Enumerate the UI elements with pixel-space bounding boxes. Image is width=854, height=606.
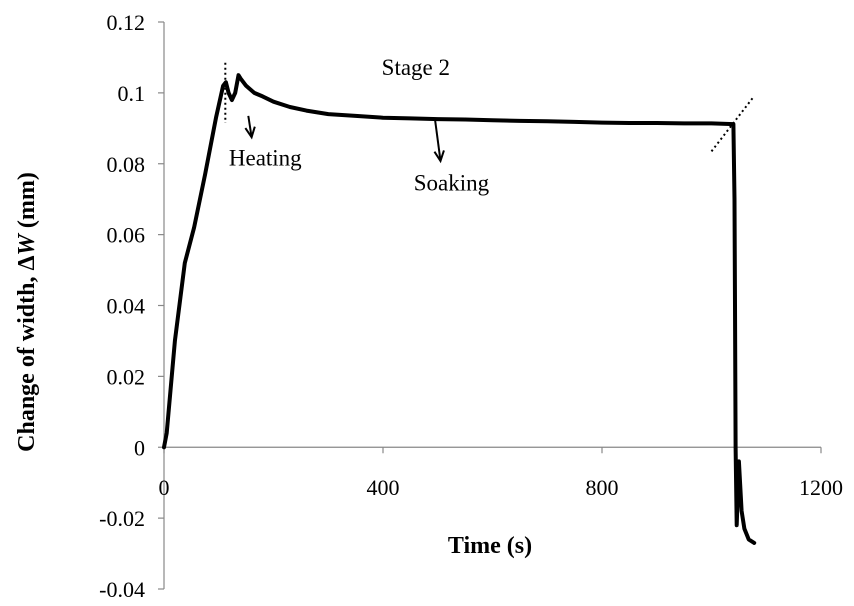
dotted-markers bbox=[224, 62, 754, 152]
y-tick-label: 0 bbox=[134, 435, 145, 460]
annotations: Stage 2 Heating Soaking bbox=[229, 55, 490, 195]
tick-labels: -0.04 -0.02 0 0.02 0.04 0.06 0.08 0.1 0.12 0 400 80… bbox=[99, 10, 843, 602]
y-tick-label: 0.06 bbox=[107, 223, 146, 248]
arrow-shaft bbox=[434, 119, 442, 162]
x-tick-label: 0 bbox=[159, 475, 170, 500]
x-tick-label: 800 bbox=[586, 475, 619, 500]
arrow-head bbox=[244, 126, 256, 140]
y-axis-title-delta: Δ bbox=[14, 255, 40, 270]
y-axis-title-var: W bbox=[14, 232, 40, 255]
y-tick-label: 0.1 bbox=[118, 81, 146, 106]
y-tick-label: -0.04 bbox=[99, 577, 145, 602]
dotted-marker bbox=[710, 97, 754, 152]
y-axis-title-prefix: Change of width, bbox=[14, 271, 40, 452]
arrow-head bbox=[433, 150, 445, 164]
y-tick-label: 0.02 bbox=[107, 364, 146, 389]
y-tick-label: 0.04 bbox=[107, 294, 146, 319]
x-tick-label: 1200 bbox=[799, 475, 843, 500]
x-tick-label: 400 bbox=[367, 475, 400, 500]
y-tick-label: -0.02 bbox=[99, 506, 145, 531]
arrow-shaft bbox=[247, 115, 253, 138]
y-tick-label: 0.08 bbox=[107, 152, 146, 177]
y-axis-title: Change of width, ΔW (mm) bbox=[14, 172, 40, 452]
data-series bbox=[162, 73, 757, 545]
y-tick-label: 0.12 bbox=[107, 10, 146, 35]
annotation-label: Soaking bbox=[414, 170, 490, 195]
x-axis-title: Time (s) bbox=[448, 533, 532, 559]
annotation-arrows bbox=[244, 115, 445, 164]
annotation-label: Heating bbox=[229, 146, 302, 171]
axes bbox=[158, 21, 822, 590]
annotation-label: Stage 2 bbox=[382, 55, 450, 80]
y-axis-title-unit: (mm) bbox=[14, 172, 40, 234]
